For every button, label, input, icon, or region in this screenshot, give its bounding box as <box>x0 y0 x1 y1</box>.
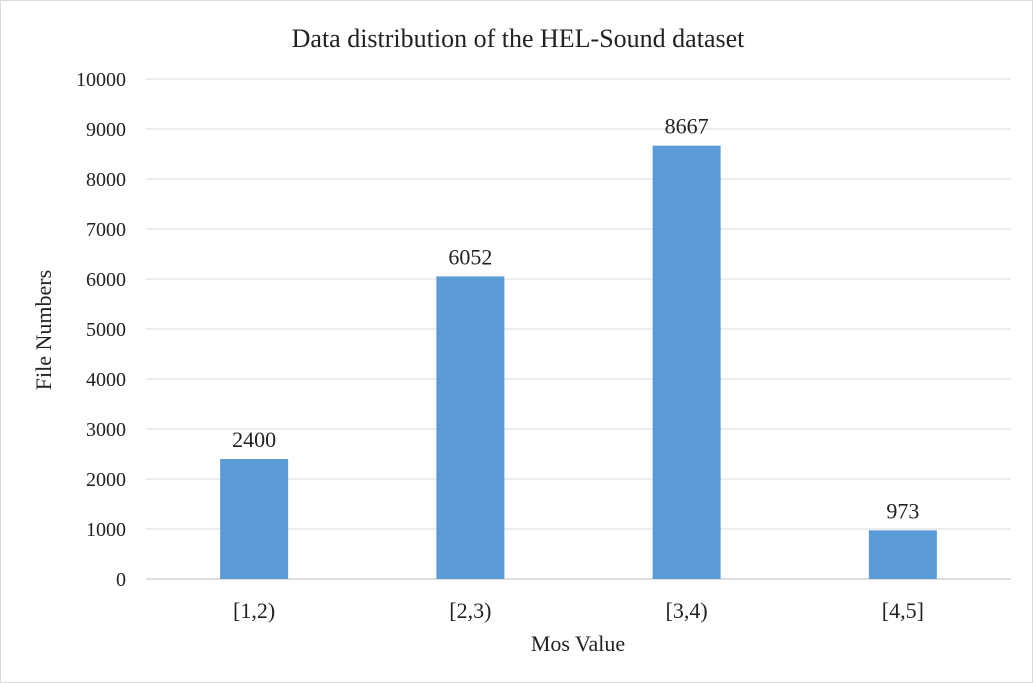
bars <box>220 145 937 579</box>
data-label: 2400 <box>232 427 276 452</box>
y-tick-label: 8000 <box>86 169 126 191</box>
y-axis-ticks: 0 1000 2000 3000 4000 5000 6000 7000 8000 9000 100… <box>76 69 126 591</box>
x-category-label: [4,5] <box>882 598 924 623</box>
x-axis-title: Mos Value <box>531 631 625 656</box>
x-category-label: [1,2) <box>233 598 275 623</box>
x-category-label: [2,3) <box>449 598 491 623</box>
chart-title: Data distribution of the HEL-Sound datas… <box>292 24 746 53</box>
data-label: 8667 <box>665 114 709 139</box>
x-category-label: [3,4) <box>666 598 708 623</box>
y-tick-label: 5000 <box>86 319 126 341</box>
bar <box>868 530 937 579</box>
gridlines <box>146 78 1011 580</box>
y-tick-label: 6000 <box>86 269 126 291</box>
y-axis-title: File Numbers <box>31 270 56 390</box>
bar <box>436 276 505 579</box>
x-axis-categories: [1,2) [2,3) [3,4) [4,5] <box>233 598 924 623</box>
y-tick-label: 2000 <box>86 469 126 491</box>
y-tick-label: 10000 <box>76 69 126 91</box>
y-tick-label: 7000 <box>86 219 126 241</box>
y-tick-label: 9000 <box>86 119 126 141</box>
bar <box>652 145 721 579</box>
y-tick-label: 4000 <box>86 369 126 391</box>
data-label: 6052 <box>448 244 492 269</box>
y-tick-label: 3000 <box>86 419 126 441</box>
y-tick-label: 0 <box>116 569 126 591</box>
data-labels: 2400 6052 8667 973 <box>232 114 919 524</box>
data-label: 973 <box>886 498 919 523</box>
y-tick-label: 1000 <box>86 519 126 541</box>
bar <box>220 459 289 579</box>
